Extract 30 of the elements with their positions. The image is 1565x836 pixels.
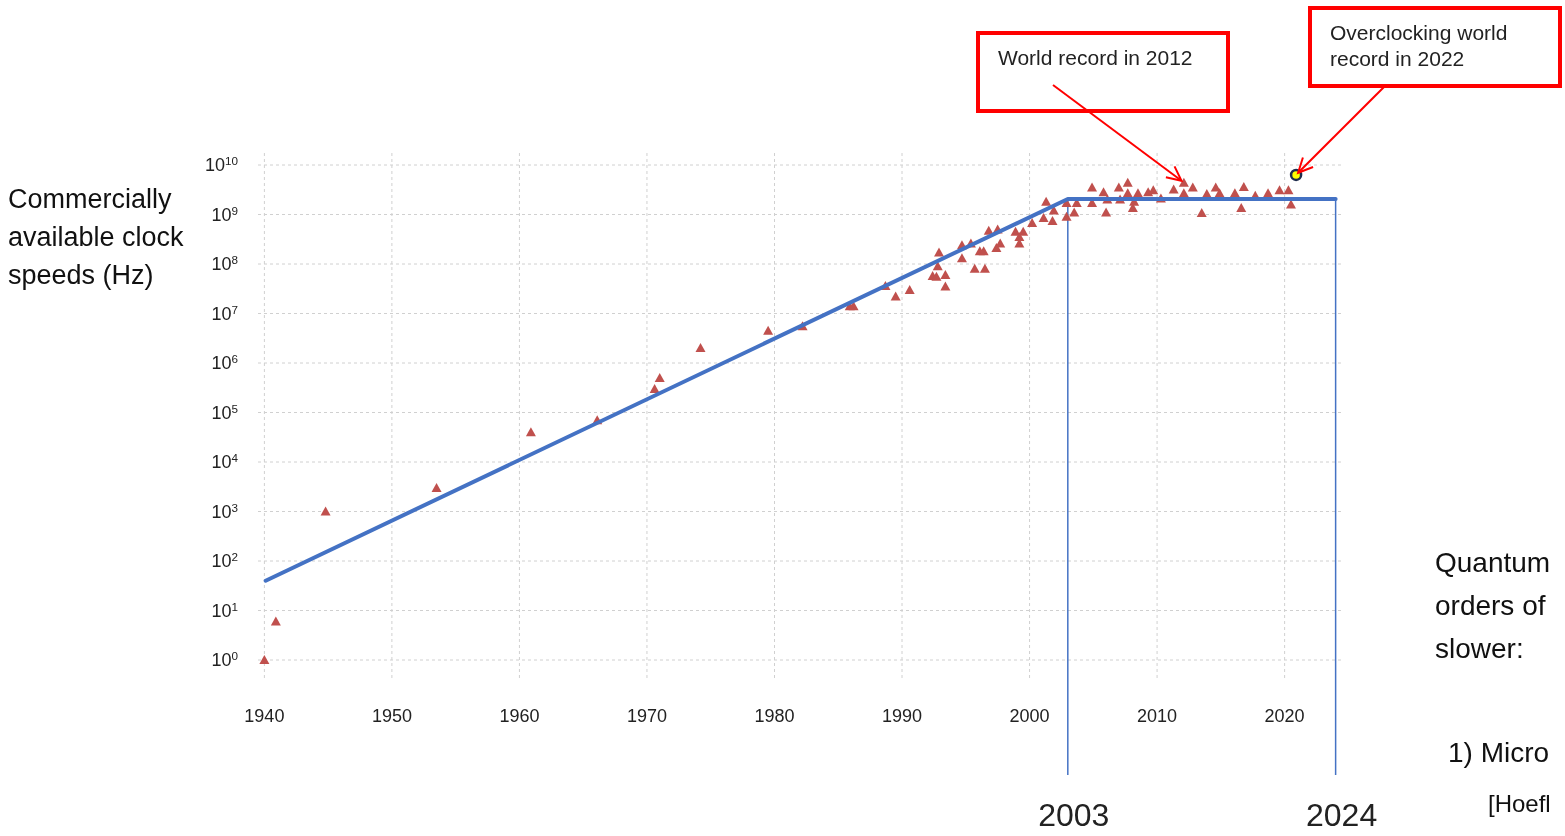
y-tick-label: 10$^{4}$ bbox=[211, 450, 239, 472]
text: 1) Micro bbox=[1448, 737, 1550, 768]
y-tick-label: 10$^{9}$ bbox=[211, 203, 238, 225]
ref-line-label: 2003 bbox=[1038, 797, 1110, 833]
annotation: World record in 2012 bbox=[998, 46, 1193, 69]
x-tick-label: 2020 bbox=[1264, 706, 1305, 726]
x-tick-label: 1950 bbox=[371, 706, 412, 726]
x-tick-label: 1940 bbox=[244, 706, 285, 726]
x-tick-label: 1990 bbox=[882, 706, 923, 726]
text: [Hoefl bbox=[1488, 790, 1551, 817]
x-tick-label: 1980 bbox=[754, 706, 795, 726]
x-tick-label: 2000 bbox=[1009, 706, 1050, 726]
y-tick-label: 10$^{1}$ bbox=[211, 599, 238, 621]
y-tick-label: 10$^{6}$ bbox=[211, 351, 238, 373]
annotation: Overclocking world record in 2022 bbox=[1330, 21, 1508, 70]
text: Quantum bbox=[1435, 547, 1551, 578]
x-tick-label: 1960 bbox=[499, 706, 540, 726]
y-tick-label: 10$^{7}$ bbox=[211, 302, 238, 324]
y-tick-label: 10$^{3}$ bbox=[211, 500, 238, 522]
y-tick-label: 10$^{8}$ bbox=[211, 252, 238, 274]
y-tick-label: 10$^{0}$ bbox=[211, 648, 239, 670]
y-tick-label: 10$^{10}$ bbox=[204, 153, 239, 175]
text: slower: bbox=[1435, 633, 1524, 664]
text: orders of bbox=[1435, 590, 1546, 621]
ref-line-label: 2024 bbox=[1306, 797, 1378, 833]
y-axis-title: Commercially available clock speeds (Hz) bbox=[8, 184, 185, 290]
y-tick-label: 10$^{5}$ bbox=[211, 401, 239, 423]
y-tick-label: 10$^{2}$ bbox=[211, 549, 238, 571]
x-tick-label: 1970 bbox=[626, 706, 667, 726]
x-tick-label: 2010 bbox=[1137, 706, 1178, 726]
